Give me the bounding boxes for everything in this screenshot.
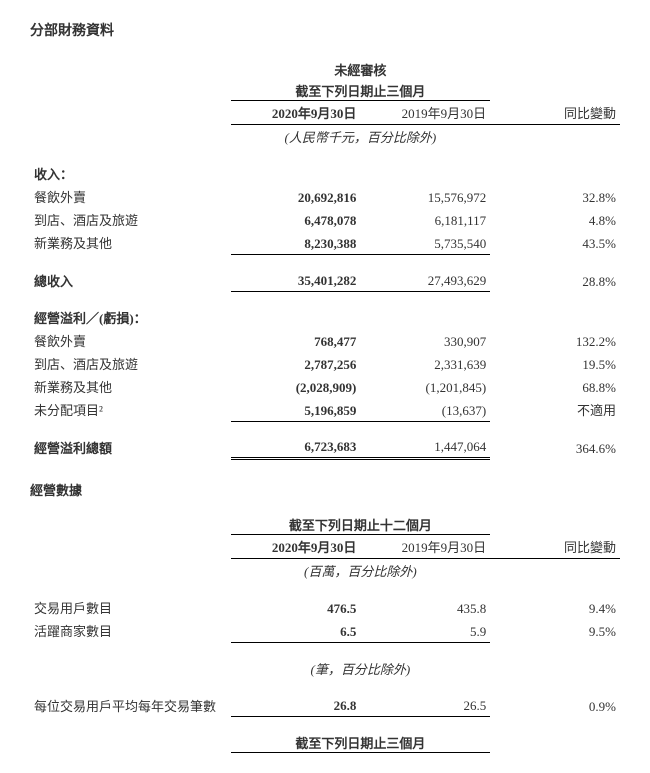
- table-row: 新業務及其他 (2,028,909) (1,201,845) 68.8%: [30, 375, 620, 398]
- avg-transactions-row: 每位交易用戶平均每年交易筆數 26.8 26.5 0.9%: [30, 694, 620, 717]
- unit-note: (人民幣千元，百分比除外): [231, 125, 491, 149]
- col-yoy: 同比變動: [490, 101, 620, 125]
- col-2019: 2019年9月30日: [360, 101, 490, 125]
- hdr-unaudited: 未經審核: [231, 58, 491, 79]
- table-row: 餐飲外賣 768,477 330,907 132.2%: [30, 329, 620, 352]
- col-yoy-t2: 同比變動: [490, 535, 620, 559]
- col-2020: 2020年9月30日: [231, 101, 361, 125]
- unit-note-t2b: (筆，百分比除外): [231, 657, 491, 680]
- hdr-period-3m-footer: 截至下列日期止三個月: [231, 731, 491, 753]
- operating-data-table: 截至下列日期止十二個月 2020年9月30日 2019年9月30日 同比變動 (…: [30, 513, 620, 753]
- revenue-total-row: 總收入 35,401,282 27,493,629 28.8%: [30, 269, 620, 292]
- revenue-header: 收入：: [30, 162, 231, 185]
- col-2019-t2: 2019年9月30日: [360, 535, 490, 559]
- table-row: 到店、酒店及旅遊 6,478,078 6,181,117 4.8%: [30, 208, 620, 231]
- table-row: 交易用戶數目 476.5 435.8 9.4%: [30, 596, 620, 619]
- operating-data-title: 經營數據: [30, 480, 620, 499]
- op-header: 經營溢利／(虧損)：: [30, 306, 231, 329]
- op-total-row: 經營溢利總額 6,723,683 1,447,064 364.6%: [30, 436, 620, 459]
- table-row: 餐飲外賣 20,692,816 15,576,972 32.8%: [30, 185, 620, 208]
- hdr-period-3m: 截至下列日期止三個月: [231, 79, 491, 101]
- section-title: 分部財務資料: [30, 20, 620, 40]
- col-2020-t2: 2020年9月30日: [231, 535, 361, 559]
- table-row: 新業務及其他 8,230,388 5,735,540 43.5%: [30, 231, 620, 254]
- table-row: 活躍商家數目 6.5 5.9 9.5%: [30, 619, 620, 642]
- table-row: 未分配項目² 5,196,859 (13,637) 不適用: [30, 398, 620, 421]
- unit-note-t2: (百萬，百分比除外): [231, 559, 491, 583]
- hdr-period-12m: 截至下列日期止十二個月: [231, 513, 491, 535]
- table-row: 到店、酒店及旅遊 2,787,256 2,331,639 19.5%: [30, 352, 620, 375]
- segment-financials-table: 未經審核 截至下列日期止三個月 2020年9月30日 2019年9月30日 同比…: [30, 58, 620, 460]
